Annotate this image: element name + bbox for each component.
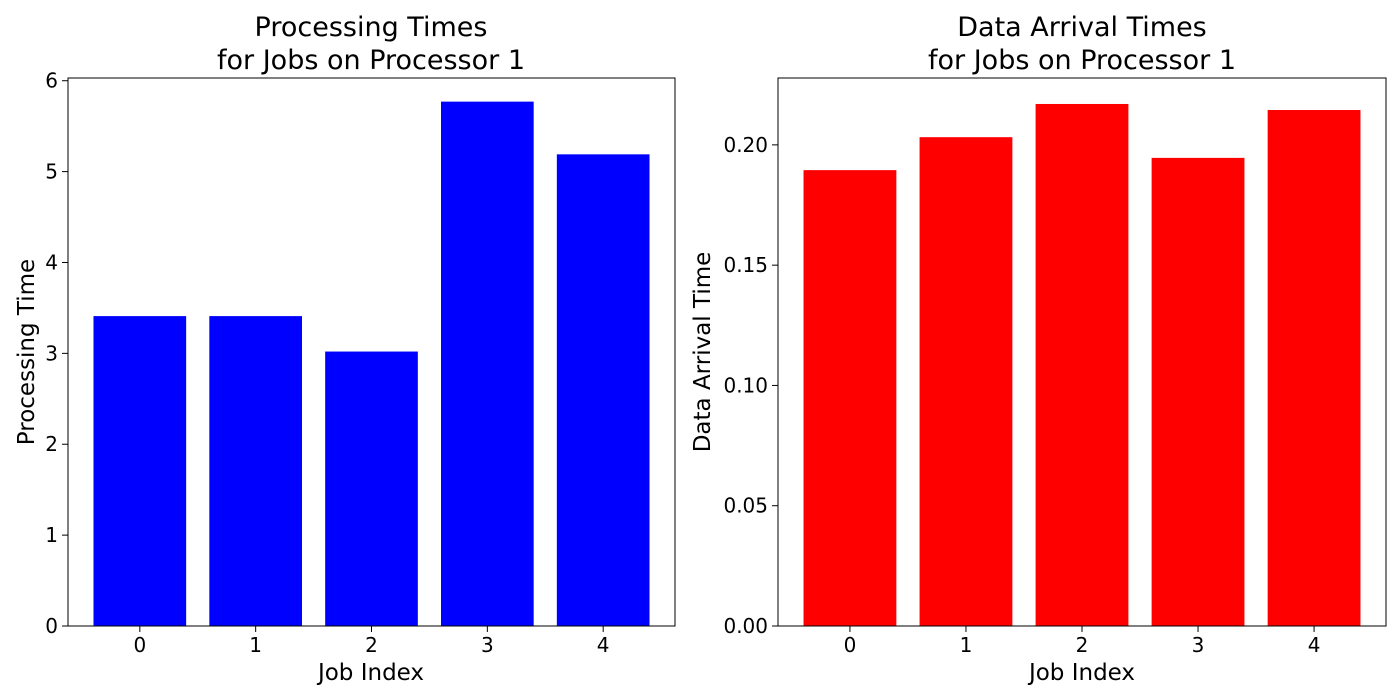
y-tick-label: 5	[45, 160, 58, 184]
processing-times-chart: Processing Times for Jobs on Processor 1…	[14, 12, 676, 686]
bar-0	[803, 170, 897, 627]
y-tick-label: 2	[45, 432, 58, 456]
bar-3	[1151, 157, 1245, 626]
bar-4	[1267, 109, 1361, 626]
y-tick-label: 0.10	[723, 373, 768, 397]
y-tick-label: 0.20	[723, 133, 768, 157]
y-tick-label: 0.00	[723, 614, 768, 638]
bar-4	[556, 154, 650, 626]
plot-frame	[67, 77, 676, 627]
y-tick-label: 0.15	[723, 253, 768, 277]
bar-2	[325, 351, 418, 626]
x-tick-label: 4	[597, 633, 610, 657]
y-tick-label: 4	[45, 250, 58, 274]
x-tick-label: 1	[960, 633, 973, 657]
x-tick-label: 3	[481, 633, 494, 657]
chart-title-line-1: Processing Times	[255, 12, 488, 43]
data-arrival-times-chart: Data Arrival Times for Jobs on Processor…	[690, 12, 1387, 686]
chart-title-line-2: for Jobs on Processor 1	[928, 45, 1236, 76]
chart-title-line-1: Data Arrival Times	[957, 12, 1207, 43]
bar-0	[93, 316, 187, 626]
bar-1	[209, 316, 302, 626]
y-axis-ticks: 0.00 0.05 0.10 0.15 0.20	[723, 133, 778, 638]
bar-3	[441, 101, 534, 626]
y-axis-label: Data Arrival Time	[690, 252, 716, 453]
y-tick-label: 1	[45, 523, 58, 547]
chart-title-line-2: for Jobs on Processor 1	[217, 45, 525, 76]
x-tick-label: 2	[1076, 633, 1089, 657]
bar-2	[1035, 103, 1129, 626]
x-axis-label: Job Index	[316, 660, 424, 686]
bar-group	[93, 101, 650, 626]
y-axis-ticks: 0 1 2 3 4 5 6	[45, 69, 68, 638]
plot-frame	[777, 77, 1387, 627]
bar-1	[919, 137, 1013, 626]
x-axis-label: Job Index	[1027, 660, 1135, 686]
x-tick-label: 0	[133, 633, 146, 657]
x-tick-label: 4	[1308, 633, 1321, 657]
x-tick-label: 1	[249, 633, 262, 657]
y-tick-label: 0.05	[723, 494, 768, 518]
y-tick-label: 3	[45, 341, 58, 365]
y-axis-label: Processing Time	[14, 259, 40, 445]
x-axis-ticks: 0 1 2 3 4	[844, 626, 1321, 657]
x-axis-ticks: 0 1 2 3 4	[133, 626, 610, 657]
x-tick-label: 3	[1192, 633, 1205, 657]
y-tick-label: 6	[45, 69, 58, 93]
x-tick-label: 0	[844, 633, 857, 657]
bar-group	[803, 103, 1361, 627]
x-tick-label: 2	[365, 633, 378, 657]
y-tick-label: 0	[45, 614, 58, 638]
